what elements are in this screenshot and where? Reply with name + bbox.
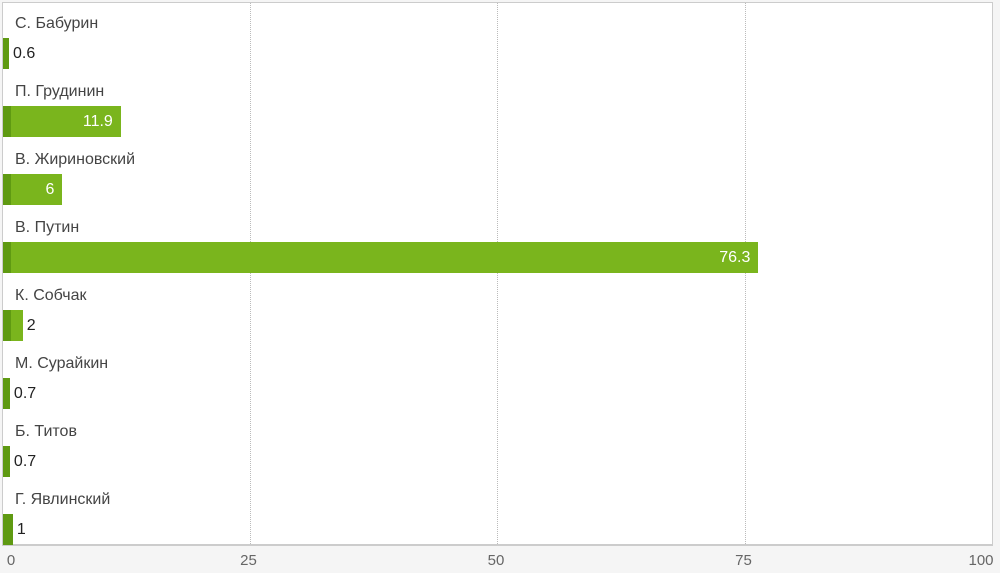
- bar-accent: [3, 174, 11, 205]
- data-label: 0.7: [13, 385, 37, 402]
- data-label: 0.6: [13, 45, 36, 62]
- category-label: С. Бабурин: [15, 15, 99, 32]
- category-label: К. Собчак: [15, 287, 87, 304]
- gridline: [497, 3, 498, 544]
- bar-accent: [3, 446, 10, 477]
- bar[interactable]: [3, 446, 10, 477]
- bar-accent: [3, 38, 9, 69]
- data-label: 11.9: [82, 113, 113, 130]
- bar[interactable]: [3, 514, 13, 545]
- plot-area: С. Бабурин 0.6 П. Грудинин 11.9 В. Жириновск…: [2, 2, 993, 546]
- gridline: [249, 3, 251, 544]
- data-label: 6: [45, 181, 55, 198]
- gridline: [744, 3, 746, 544]
- bar-accent: [3, 378, 10, 409]
- bar[interactable]: [3, 242, 759, 273]
- category-label: В. Жириновский: [15, 151, 136, 168]
- category-label: Б. Титов: [15, 423, 77, 440]
- bar[interactable]: [3, 174, 63, 205]
- bar-accent: [3, 106, 11, 137]
- category-label: П. Грудинин: [15, 83, 105, 100]
- data-label: 0.7: [13, 453, 37, 470]
- x-tick-label: 50: [487, 552, 505, 569]
- bar[interactable]: [3, 106, 121, 137]
- bar[interactable]: [3, 378, 10, 409]
- x-tick-label: 75: [735, 552, 752, 569]
- bar-accent: [3, 514, 13, 545]
- x-tick-label: 0: [6, 552, 16, 569]
- category-label: Г. Явлинский: [15, 491, 111, 508]
- x-tick-label: 25: [240, 552, 257, 569]
- bar-accent: [3, 242, 11, 273]
- x-tick-label: 100: [968, 552, 994, 569]
- category-label: В. Путин: [15, 219, 80, 236]
- data-label: 1: [16, 521, 26, 538]
- bar[interactable]: [3, 310, 23, 341]
- category-label: М. Сурайкин: [15, 355, 109, 372]
- bar-accent: [3, 310, 11, 341]
- data-label: 2: [26, 317, 36, 334]
- data-label: 76.3: [719, 249, 751, 266]
- bar[interactable]: [3, 38, 9, 69]
